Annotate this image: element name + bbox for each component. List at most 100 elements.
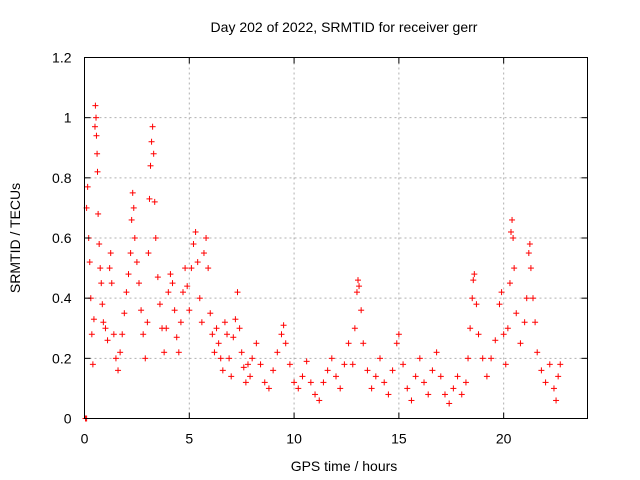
data-point xyxy=(381,379,388,386)
data-point xyxy=(446,400,453,407)
data-point xyxy=(421,379,428,386)
data-point xyxy=(192,228,199,235)
data-point xyxy=(441,391,448,398)
data-point xyxy=(299,373,306,380)
data-point xyxy=(94,168,101,175)
data-point xyxy=(316,397,323,404)
data-point xyxy=(510,235,517,241)
data-point xyxy=(454,373,461,380)
data-point xyxy=(148,138,155,145)
data-point xyxy=(188,265,195,272)
x-tick-label: 20 xyxy=(496,431,512,447)
data-point xyxy=(492,337,499,344)
data-point xyxy=(150,150,157,157)
data-point xyxy=(498,289,505,296)
data-point xyxy=(282,340,289,347)
data-point xyxy=(328,355,335,362)
data-point xyxy=(102,325,109,332)
data-point xyxy=(513,310,520,317)
data-point xyxy=(303,358,310,365)
data-point xyxy=(94,150,101,157)
data-point xyxy=(186,307,193,314)
x-tick-label: 5 xyxy=(185,431,193,447)
data-point xyxy=(395,331,402,338)
data-point xyxy=(261,379,268,386)
grid-lines xyxy=(84,57,588,419)
data-point xyxy=(534,349,541,356)
data-point xyxy=(550,385,557,392)
y-tick-label: 1.2 xyxy=(52,50,72,66)
data-point xyxy=(525,250,532,257)
data-point xyxy=(368,385,375,392)
data-point xyxy=(145,250,152,257)
data-point xyxy=(100,319,107,326)
data-point xyxy=(175,349,182,356)
data-point xyxy=(217,355,224,362)
data-point xyxy=(196,295,203,302)
data-point xyxy=(240,364,247,371)
y-axis-label: SRMTID / TECUs xyxy=(7,183,23,293)
data-point xyxy=(475,331,482,338)
data-point xyxy=(469,295,476,302)
data-point xyxy=(156,301,163,308)
data-point xyxy=(209,331,216,338)
data-point xyxy=(247,373,254,380)
data-point xyxy=(135,280,142,287)
data-point xyxy=(200,250,207,257)
data-point xyxy=(152,235,159,241)
data-point xyxy=(238,349,245,356)
data-point xyxy=(96,241,103,248)
data-point xyxy=(138,307,145,314)
data-point xyxy=(182,265,189,272)
data-point xyxy=(538,367,545,374)
y-tick-label: 0 xyxy=(64,411,72,427)
data-point xyxy=(121,310,128,317)
y-tick-label: 0.4 xyxy=(52,290,72,306)
y-tick-labels: 0 0.2 0.4 0.6 0.8 1 1.2 xyxy=(52,50,72,427)
data-point xyxy=(333,373,339,380)
data-point xyxy=(108,280,115,287)
data-point xyxy=(433,349,440,356)
data-point xyxy=(542,379,549,386)
data-point xyxy=(224,331,231,338)
data-point xyxy=(546,361,553,368)
data-point xyxy=(404,385,411,392)
data-point xyxy=(521,319,528,326)
data-point xyxy=(555,373,562,380)
data-point xyxy=(104,337,111,344)
data-point xyxy=(165,289,172,296)
data-point xyxy=(465,355,472,362)
data-point xyxy=(198,319,205,326)
data-point xyxy=(280,322,287,329)
data-point xyxy=(146,195,153,202)
data-point xyxy=(184,283,191,290)
data-point xyxy=(242,379,249,386)
data-point xyxy=(450,385,457,392)
data-point xyxy=(353,289,360,296)
data-point xyxy=(230,334,237,341)
data-point xyxy=(127,250,134,257)
data-point xyxy=(207,310,214,317)
data-point xyxy=(462,379,469,386)
data-point xyxy=(213,325,220,332)
data-point xyxy=(412,373,419,380)
data-point xyxy=(253,340,260,347)
data-point xyxy=(93,114,100,121)
data-point xyxy=(98,280,105,287)
data-point xyxy=(355,277,362,284)
data-point xyxy=(471,271,478,278)
data-point xyxy=(190,241,197,248)
data-points xyxy=(82,102,564,422)
data-point xyxy=(232,316,239,323)
data-point xyxy=(257,361,264,368)
data-point xyxy=(173,334,180,341)
data-point xyxy=(130,204,137,211)
data-point xyxy=(467,325,474,332)
data-point xyxy=(112,355,119,362)
chart-title: Day 202 of 2022, SRMTID for receiver ger… xyxy=(211,19,478,35)
data-point xyxy=(90,316,97,323)
data-point xyxy=(286,361,293,368)
data-point xyxy=(278,331,285,338)
data-point xyxy=(557,361,564,368)
